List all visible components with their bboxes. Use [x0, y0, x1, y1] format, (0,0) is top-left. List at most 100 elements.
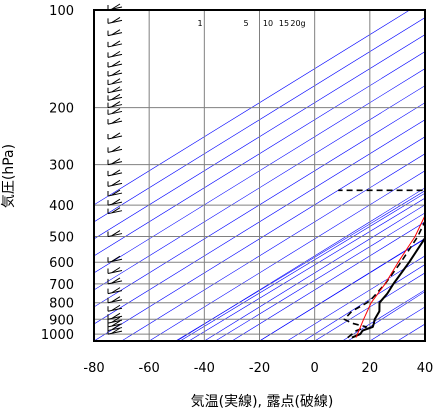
wind-barb [107, 78, 123, 86]
wind-barb-flag [111, 198, 121, 205]
isotherm-line [94, 17, 425, 223]
wind-barb-flag [107, 280, 123, 285]
y-tick-label: 600 [49, 256, 74, 271]
wind-barb-flag [111, 69, 121, 76]
wind-barb-flag [107, 172, 123, 177]
wind-barb-flag [111, 255, 121, 262]
wind-barb-flag [107, 210, 123, 215]
y-tick-label: 800 [49, 297, 74, 312]
x-axis-title: 気温(実線), 露点(破線) [191, 394, 334, 410]
isotherm-line [94, 85, 425, 291]
wind-barb-flag [107, 135, 123, 140]
wind-barb [107, 40, 123, 48]
wind-barb [107, 230, 123, 238]
wind-barb [107, 287, 123, 295]
wind-barb [107, 207, 123, 215]
wind-barb-flag [111, 287, 121, 294]
wind-barb-flag [111, 158, 121, 165]
wind-barb [107, 16, 123, 24]
wind-barb-flag [111, 327, 121, 334]
x-tick-label: -80 [83, 361, 104, 376]
mixing-ratio-label: 15 [279, 19, 289, 28]
wind-barb-flag [111, 179, 121, 186]
isotherm-line [314, 272, 425, 341]
wind-barb [107, 117, 123, 125]
wind-barb-flag [107, 182, 123, 187]
mixing-ratio-label: 5 [243, 19, 248, 28]
wind-barb-flag [107, 299, 123, 304]
isotherm-line [259, 238, 425, 341]
wind-barb-flag [111, 108, 121, 114]
wind-barb [107, 108, 123, 115]
isotherm-line [231, 221, 425, 341]
wind-barb [107, 69, 123, 77]
isotherm-line [424, 340, 425, 341]
wind-barb [107, 29, 123, 37]
wind-barb-flag [111, 117, 121, 124]
wind-barb [107, 145, 123, 153]
isotherm-line [94, 34, 425, 240]
wind-barb-flag [111, 169, 121, 176]
y-tick-label: 100 [49, 4, 74, 19]
isotherm-line [94, 68, 425, 274]
y-tick-label: 300 [49, 159, 74, 174]
x-tick-label: 40 [417, 361, 434, 376]
wind-barb-flag [111, 86, 121, 93]
wind-barb-flag [107, 290, 123, 295]
y-tick-label: 1000 [41, 328, 74, 343]
wind-barb [107, 93, 123, 101]
temperature-line [351, 236, 425, 339]
parcel-line [355, 214, 425, 338]
wind-barb-flag [107, 43, 123, 48]
wind-barb [107, 101, 123, 109]
wind-barb [107, 198, 123, 206]
wind-barb [107, 86, 123, 94]
isotherm-line [121, 153, 425, 341]
wind-barb [107, 304, 123, 312]
mixing-ratio-line [188, 197, 425, 341]
wind-barb-flag [111, 304, 121, 311]
wind-barb-flag [107, 148, 123, 153]
wind-barb [107, 327, 123, 335]
wind-barb-flag [111, 316, 121, 323]
wind-barb [107, 169, 123, 177]
wind-barb-flag [107, 201, 123, 206]
y-tick-label: 700 [49, 278, 74, 293]
wind-barb-flag [107, 120, 123, 125]
wind-barb-flag [107, 110, 123, 115]
wind-barb-flag [107, 19, 123, 24]
y-tick-label: 500 [49, 231, 74, 246]
wind-barb-flag [107, 89, 123, 94]
dewpoint-line [338, 189, 425, 339]
wind-barb-flag [111, 207, 121, 214]
isotherm-line [149, 170, 425, 341]
mixing-ratio-label: 1 [197, 19, 202, 28]
y-tick-label: 400 [49, 199, 74, 214]
wind-barb-flag [107, 330, 123, 335]
wind-barb [107, 179, 123, 187]
mixing-ratio-line [215, 212, 425, 341]
wind-barb-flag [111, 132, 121, 139]
wind-barb [107, 277, 123, 285]
wind-barb [107, 296, 123, 304]
mixing-ratio-line [175, 190, 425, 341]
wind-barb-flag [111, 320, 121, 327]
wind-barb-flag [111, 189, 121, 196]
wind-barb-flag [107, 258, 123, 263]
wind-barb-flag [107, 63, 123, 68]
wind-barb-flag [107, 233, 123, 238]
wind-barb-flag [107, 161, 123, 166]
wind-barb-flag [107, 192, 123, 197]
y-axis-title: 気圧(hPa) [1, 144, 17, 208]
wind-barb [107, 158, 123, 166]
plot-frame [93, 9, 426, 342]
wind-barb [107, 50, 123, 58]
wind-barb-flag [107, 32, 123, 37]
mixing-ratio-line [347, 291, 425, 341]
x-tick-label: 20 [362, 361, 379, 376]
x-tick-label: -60 [139, 361, 160, 376]
wind-barb-flag [111, 312, 121, 319]
mixing-ratio-line [259, 237, 425, 341]
mixing-ratio-label: 10 [263, 19, 273, 28]
isotherm-line [94, 136, 425, 341]
